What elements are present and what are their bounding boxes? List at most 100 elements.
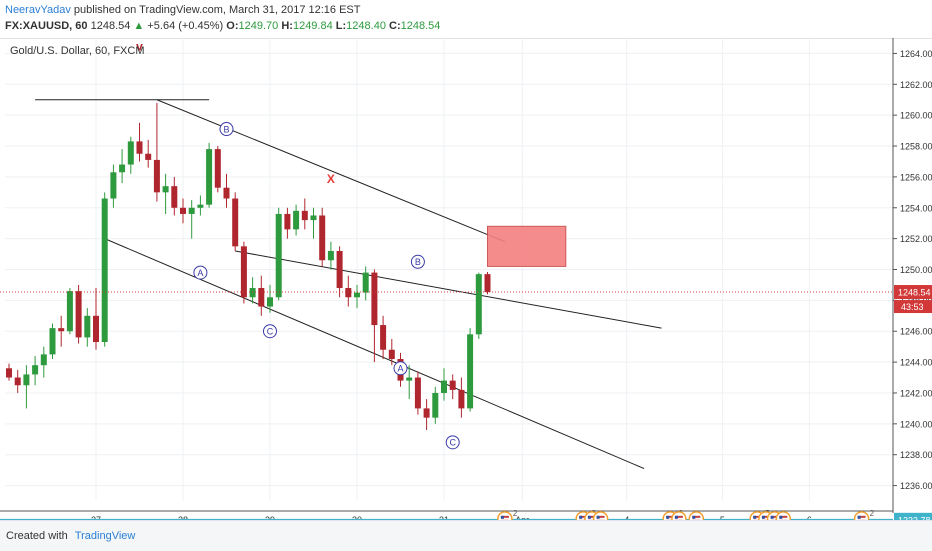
close-value: 1248.54 bbox=[401, 20, 441, 32]
candle-body bbox=[406, 378, 412, 381]
candle-body bbox=[102, 199, 108, 343]
candle bbox=[215, 146, 221, 192]
candle-body bbox=[267, 297, 273, 306]
candle bbox=[232, 192, 238, 251]
y-tick-label: 1238.00 bbox=[900, 450, 932, 460]
candle bbox=[424, 399, 430, 430]
candle bbox=[137, 123, 143, 162]
flag-canton bbox=[579, 516, 582, 519]
candle-body bbox=[415, 378, 421, 409]
flag-canton bbox=[779, 516, 782, 519]
candle-body bbox=[154, 160, 160, 192]
event-marker bbox=[689, 512, 703, 520]
ohlc-bar: FX:XAUUSD, 60 1248.54 ▲ +5.64 (+0.45%) O… bbox=[5, 20, 440, 32]
candle bbox=[415, 371, 421, 414]
high-label: H: bbox=[281, 20, 293, 32]
candle-body bbox=[363, 273, 369, 293]
candle bbox=[389, 339, 395, 365]
candle bbox=[380, 316, 386, 359]
candle bbox=[50, 324, 56, 359]
wave-label: B bbox=[411, 255, 424, 268]
candle-body bbox=[76, 291, 82, 337]
candle-body bbox=[15, 378, 21, 386]
candle-body bbox=[450, 381, 456, 390]
candle-body bbox=[424, 408, 430, 417]
candle bbox=[354, 285, 360, 308]
low-label: L: bbox=[336, 20, 346, 32]
author-link[interactable]: NeeravYadav bbox=[5, 4, 71, 16]
wave-label: C bbox=[264, 325, 277, 338]
candle bbox=[23, 365, 29, 408]
candle bbox=[171, 177, 177, 216]
flag-canton bbox=[771, 516, 774, 519]
open-label: O: bbox=[226, 20, 238, 32]
candle-body bbox=[380, 325, 386, 350]
candle-body bbox=[180, 208, 186, 214]
chart-header: NeeravYadav published on TradingView.com… bbox=[0, 0, 932, 39]
candle bbox=[154, 103, 160, 202]
flag-canton bbox=[588, 516, 591, 519]
candle bbox=[102, 192, 108, 346]
wave-label-text: A bbox=[397, 364, 403, 374]
flag-canton bbox=[692, 516, 695, 519]
candle-body bbox=[241, 246, 247, 297]
publish-info: NeeravYadav published on TradingView.com… bbox=[5, 4, 361, 16]
candle-body bbox=[224, 188, 230, 199]
y-tick-label: 1262.00 bbox=[900, 80, 932, 90]
candle bbox=[128, 137, 134, 174]
candle-body bbox=[337, 251, 343, 288]
event-count: 2 bbox=[870, 509, 875, 518]
candle bbox=[41, 347, 47, 378]
grid bbox=[5, 38, 893, 501]
candle bbox=[15, 370, 21, 393]
wave-label-text: B bbox=[415, 257, 421, 267]
candle-body bbox=[145, 154, 151, 160]
candle-body bbox=[311, 215, 317, 220]
flag-canton bbox=[597, 516, 600, 519]
candle-body bbox=[67, 291, 73, 331]
candle-body bbox=[41, 354, 47, 365]
candle-body bbox=[258, 288, 264, 307]
candle-body bbox=[32, 365, 38, 374]
candle-body bbox=[163, 186, 169, 192]
candle bbox=[371, 270, 377, 363]
flag-canton bbox=[762, 516, 765, 519]
candle-body bbox=[58, 328, 64, 331]
y-tick-label: 1264.00 bbox=[900, 49, 932, 59]
wave-label: A bbox=[194, 266, 207, 279]
candle-body bbox=[389, 350, 395, 359]
created-with: Created with TradingView bbox=[6, 530, 135, 542]
candle-body bbox=[441, 381, 447, 393]
candle bbox=[197, 195, 203, 215]
candle-body bbox=[171, 186, 177, 208]
candle bbox=[345, 276, 351, 307]
candle bbox=[93, 288, 99, 350]
y-tick-label: 1250.00 bbox=[900, 265, 932, 275]
candle-body bbox=[197, 205, 203, 208]
wave-label-text: B bbox=[223, 124, 229, 134]
candle-body bbox=[6, 368, 12, 377]
candle bbox=[450, 374, 456, 399]
candle bbox=[6, 364, 12, 381]
price-chart[interactable]: 1264.001262.001260.001258.001256.001254.… bbox=[0, 38, 932, 520]
candle bbox=[467, 328, 473, 411]
y-tick-label: 1236.00 bbox=[900, 481, 932, 491]
wave-label-text: A bbox=[197, 268, 203, 278]
candle bbox=[363, 266, 369, 300]
candle bbox=[302, 199, 308, 230]
chart-title: Gold/U.S. Dollar, 60, FXCM bbox=[10, 45, 145, 57]
last-price: 1248.54 bbox=[91, 20, 131, 32]
high-value: 1249.84 bbox=[293, 20, 333, 32]
candle-body bbox=[476, 274, 482, 334]
candle-body bbox=[250, 288, 256, 297]
candle-body bbox=[276, 214, 282, 297]
close-label: C: bbox=[389, 20, 401, 32]
tradingview-logo[interactable]: TradingView bbox=[75, 530, 136, 542]
candle-body bbox=[319, 215, 325, 260]
candle bbox=[58, 316, 64, 347]
candle-body bbox=[215, 149, 221, 188]
countdown-label: 43:53 bbox=[901, 302, 924, 312]
candle-body bbox=[284, 214, 290, 229]
candle bbox=[224, 174, 230, 208]
y-tick-label: 1254.00 bbox=[900, 203, 932, 213]
